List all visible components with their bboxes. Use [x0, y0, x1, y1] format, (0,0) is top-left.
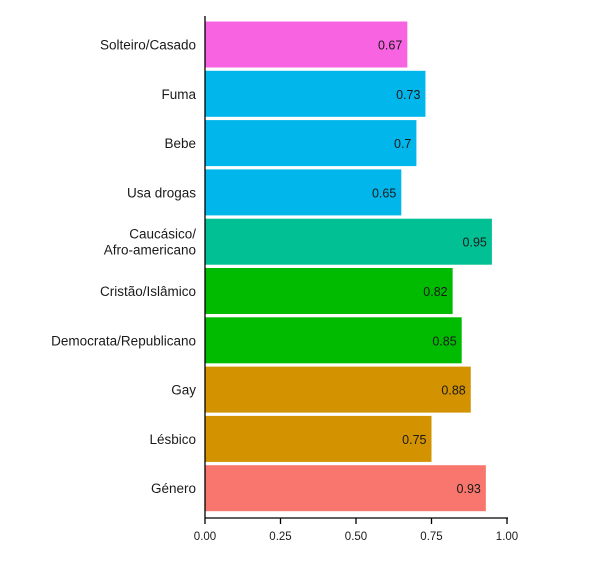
category-labels: Solteiro/Casado Fuma Bebe Usa drogas Caucási…	[51, 38, 196, 497]
bars-layer	[205, 21, 492, 512]
value-label: 0.82	[423, 285, 447, 299]
bar	[205, 415, 432, 462]
category-label: Gay	[171, 383, 196, 398]
x-axis-ticks: 0.00 0.25 0.50 0.75 1.00	[194, 518, 518, 543]
category-label: Democrata/Republicano	[51, 333, 196, 348]
bar	[205, 70, 426, 117]
category-label: Fuma	[161, 87, 196, 102]
bar	[205, 366, 471, 413]
category-label-line: Género	[151, 481, 196, 496]
bar	[205, 268, 453, 314]
bar	[205, 317, 462, 364]
bar	[205, 21, 408, 68]
x-tick-label: 0.25	[269, 531, 291, 543]
bar	[205, 169, 402, 216]
bar	[205, 120, 417, 167]
category-label-line: Caucásico/	[129, 227, 196, 242]
category-label-line: Afro-americano	[104, 243, 196, 258]
category-label: Lésbico	[149, 432, 196, 447]
category-label-line: Fuma	[161, 87, 196, 102]
category-label-line: Gay	[171, 383, 196, 398]
value-label: 0.73	[396, 88, 420, 102]
category-label-line: Cristão/Islâmico	[100, 284, 196, 299]
value-label: 0.7	[394, 137, 411, 151]
category-label: Solteiro/Casado	[100, 38, 196, 53]
category-label-line: Lésbico	[149, 432, 196, 447]
category-label-line: Solteiro/Casado	[100, 38, 196, 53]
value-label: 0.88	[441, 384, 465, 398]
value-label: 0.67	[378, 39, 402, 53]
category-label: Caucásico/Afro-americano	[104, 227, 197, 258]
value-labels: 0.67 0.73 0.7 0.65 0.95 0.82 0.85 0.88 0.75 0.93	[372, 39, 487, 497]
category-label: Usa drogas	[127, 185, 196, 200]
value-label: 0.95	[463, 236, 487, 250]
category-label: Género	[151, 481, 196, 496]
value-label: 0.85	[432, 334, 456, 348]
bar	[205, 465, 486, 512]
category-label-line: Bebe	[164, 136, 196, 151]
category-label-line: Usa drogas	[127, 185, 196, 200]
value-label: 0.75	[402, 433, 426, 447]
x-tick-label: 1.00	[496, 531, 518, 543]
value-label: 0.65	[372, 186, 396, 200]
x-tick-label: 0.50	[345, 531, 367, 543]
x-tick-label: 0.75	[420, 531, 442, 543]
value-label: 0.93	[457, 482, 481, 496]
x-tick-label: 0.00	[194, 531, 216, 543]
bar	[205, 218, 492, 265]
category-label-line: Democrata/Republicano	[51, 333, 196, 348]
category-label: Bebe	[164, 136, 196, 151]
category-label: Cristão/Islâmico	[100, 284, 196, 299]
